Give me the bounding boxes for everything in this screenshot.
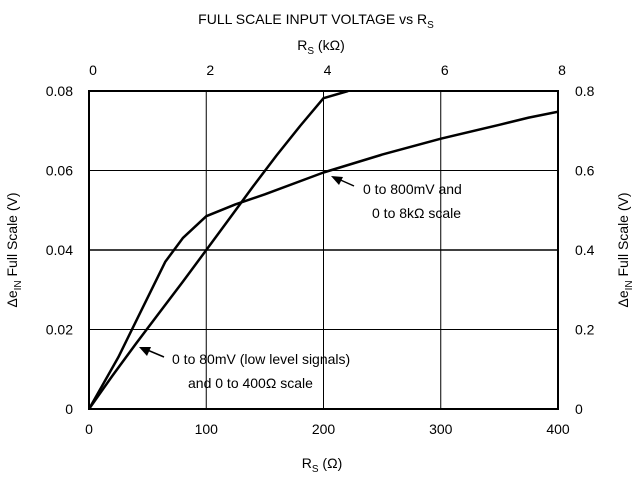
top-tick-label: 4: [324, 62, 332, 78]
right-tick-label: 0.8: [575, 83, 595, 99]
bottom-tick-label: 300: [429, 421, 453, 437]
top-axis-label: RS (kΩ): [297, 37, 344, 57]
left-tick-label: 0.08: [46, 83, 73, 99]
chart-title: FULL SCALE INPUT VOLTAGE vs RS: [198, 11, 434, 31]
right-tick-label: 0: [575, 401, 583, 417]
top-tick-label: 6: [441, 62, 449, 78]
right-tick-label: 0.6: [575, 163, 595, 179]
left-tick-label: 0.04: [46, 242, 73, 258]
right-tick-label: 0.2: [575, 322, 595, 338]
right-tick-label: 0.4: [575, 242, 595, 258]
bottom-tick-label: 400: [546, 421, 570, 437]
series: [89, 91, 558, 409]
bottom-tick-label: 100: [195, 421, 219, 437]
grid: [89, 91, 558, 409]
annotation-800mv-arrowhead: [331, 176, 343, 185]
left-tick-label: 0.06: [46, 163, 73, 179]
annotation-800mv-line-2: 0 to 8kΩ scale: [372, 205, 461, 221]
annotation-80mv: 0 to 80mV (low level signals) and 0 to 4…: [139, 347, 350, 391]
annotation-80mv-line-1: 0 to 80mV (low level signals): [172, 351, 350, 367]
annotation-80mv-arrowhead: [139, 347, 151, 356]
right-axis-label: ΔeIN Full Scale (V): [615, 192, 633, 307]
left-tick-label: 0.02: [46, 322, 73, 338]
top-tick-label: 2: [206, 62, 214, 78]
top-tick-label: 8: [558, 62, 566, 78]
annotation-800mv-line-1: 0 to 800mV and: [363, 181, 462, 197]
chart-title-subscript: S: [427, 20, 434, 31]
bottom-tick-label: 200: [312, 421, 336, 437]
series-line-1: [89, 91, 349, 409]
annotation-80mv-line-2: and 0 to 400Ω scale: [188, 375, 313, 391]
left-axis-label: ΔeIN Full Scale (V): [4, 192, 24, 307]
plot-frame: [88, 90, 559, 410]
annotation-800mv: 0 to 800mV and 0 to 8kΩ scale: [331, 176, 462, 221]
series-line-2: [89, 110, 558, 409]
bottom-axis-label: RS (Ω): [302, 455, 342, 475]
left-tick-label: 0: [65, 401, 73, 417]
top-tick-label: 0: [89, 62, 97, 78]
bottom-tick-label: 0: [85, 421, 93, 437]
